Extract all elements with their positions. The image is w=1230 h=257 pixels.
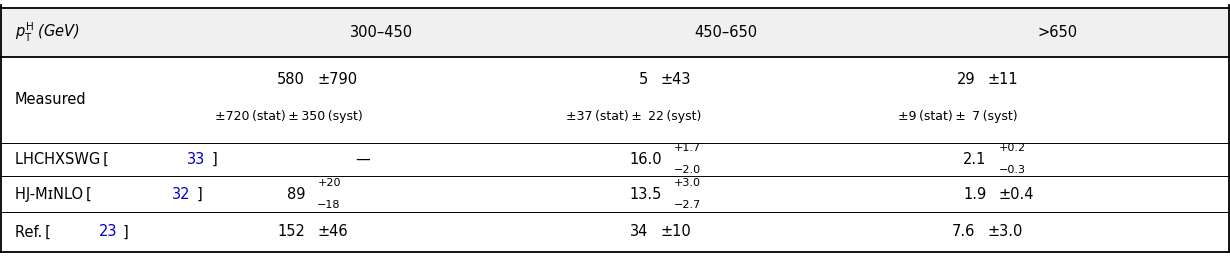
Text: HJ-MɪNLO [: HJ-MɪNLO [ xyxy=(15,187,91,201)
Text: 33: 33 xyxy=(187,152,205,167)
Text: ±0.4: ±0.4 xyxy=(999,187,1034,201)
Text: 152: 152 xyxy=(277,224,305,240)
Text: LHCHXSWG [: LHCHXSWG [ xyxy=(15,152,108,167)
Text: ±46: ±46 xyxy=(317,224,348,240)
Text: +0.2: +0.2 xyxy=(999,143,1026,153)
Text: 2.1: 2.1 xyxy=(963,152,986,167)
Text: −2.7: −2.7 xyxy=(674,200,701,210)
Text: ±10: ±10 xyxy=(661,224,691,240)
Text: −0.3: −0.3 xyxy=(999,166,1026,175)
Text: +1.7: +1.7 xyxy=(674,143,701,153)
Text: ±9 (stat) ± 7 (syst): ±9 (stat) ± 7 (syst) xyxy=(898,110,1017,123)
Text: 300–450: 300–450 xyxy=(349,25,413,40)
Text: 34: 34 xyxy=(630,224,648,240)
Text: Ref. [: Ref. [ xyxy=(15,224,50,240)
Text: 89: 89 xyxy=(287,187,305,201)
Text: +3.0: +3.0 xyxy=(674,178,701,188)
Text: >650: >650 xyxy=(1038,25,1077,40)
Text: 32: 32 xyxy=(172,187,191,201)
Text: ]: ] xyxy=(212,152,218,167)
Text: 580: 580 xyxy=(277,72,305,87)
Text: 29: 29 xyxy=(957,72,975,87)
Text: ]: ] xyxy=(197,187,203,201)
Text: −2.0: −2.0 xyxy=(674,166,701,175)
Text: ±11: ±11 xyxy=(988,72,1018,87)
Text: −18: −18 xyxy=(317,200,341,210)
Bar xyxy=(1,8,1229,57)
Text: 5: 5 xyxy=(638,72,648,87)
Text: Measured: Measured xyxy=(15,92,86,107)
Text: 23: 23 xyxy=(98,224,117,240)
Text: 13.5: 13.5 xyxy=(630,187,662,201)
Text: 1.9: 1.9 xyxy=(963,187,986,201)
Text: 7.6: 7.6 xyxy=(952,224,975,240)
Text: +20: +20 xyxy=(317,178,341,188)
Text: ±37 (stat) ± 22 (syst): ±37 (stat) ± 22 (syst) xyxy=(566,110,701,123)
Text: ]: ] xyxy=(123,224,129,240)
Text: 16.0: 16.0 xyxy=(629,152,662,167)
Text: —: — xyxy=(355,152,370,167)
Text: ±720 (stat) ± 350 (syst): ±720 (stat) ± 350 (syst) xyxy=(215,110,363,123)
Text: ±790: ±790 xyxy=(317,72,358,87)
Text: $p_{\rm T}^{\rm H}$ (GeV): $p_{\rm T}^{\rm H}$ (GeV) xyxy=(15,21,80,44)
Text: ±3.0: ±3.0 xyxy=(988,224,1023,240)
Text: 450–650: 450–650 xyxy=(694,25,758,40)
Text: ±43: ±43 xyxy=(661,72,691,87)
